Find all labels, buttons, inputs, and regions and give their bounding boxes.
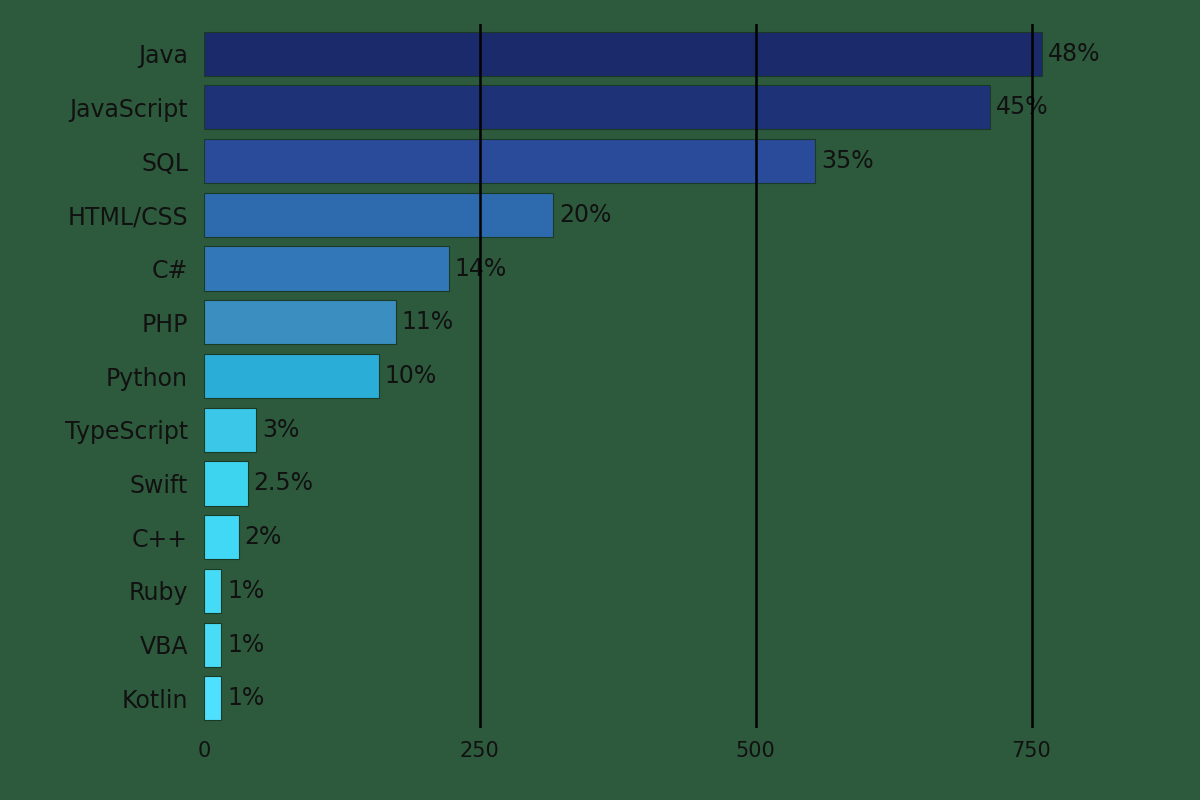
Bar bbox=[204, 569, 222, 613]
Bar bbox=[204, 462, 247, 506]
Text: 2%: 2% bbox=[245, 526, 282, 550]
Text: 1%: 1% bbox=[227, 686, 264, 710]
Bar bbox=[204, 246, 449, 290]
Text: 10%: 10% bbox=[384, 364, 437, 388]
Bar bbox=[204, 31, 1043, 75]
Text: 1%: 1% bbox=[227, 579, 264, 603]
Text: 35%: 35% bbox=[821, 149, 874, 173]
Bar bbox=[204, 408, 257, 452]
Text: 3%: 3% bbox=[262, 418, 299, 442]
Bar bbox=[204, 139, 815, 183]
Text: 20%: 20% bbox=[559, 202, 611, 226]
Bar bbox=[204, 193, 553, 237]
Bar bbox=[204, 622, 222, 666]
Text: 1%: 1% bbox=[227, 633, 264, 657]
Text: 48%: 48% bbox=[1048, 42, 1100, 66]
Text: 14%: 14% bbox=[454, 257, 506, 281]
Bar bbox=[204, 300, 396, 344]
Bar bbox=[204, 354, 379, 398]
Bar bbox=[204, 515, 239, 559]
Text: 2.5%: 2.5% bbox=[253, 471, 313, 495]
Bar bbox=[204, 677, 222, 721]
Text: 45%: 45% bbox=[996, 95, 1048, 119]
Text: 11%: 11% bbox=[402, 310, 454, 334]
Bar bbox=[204, 86, 990, 130]
